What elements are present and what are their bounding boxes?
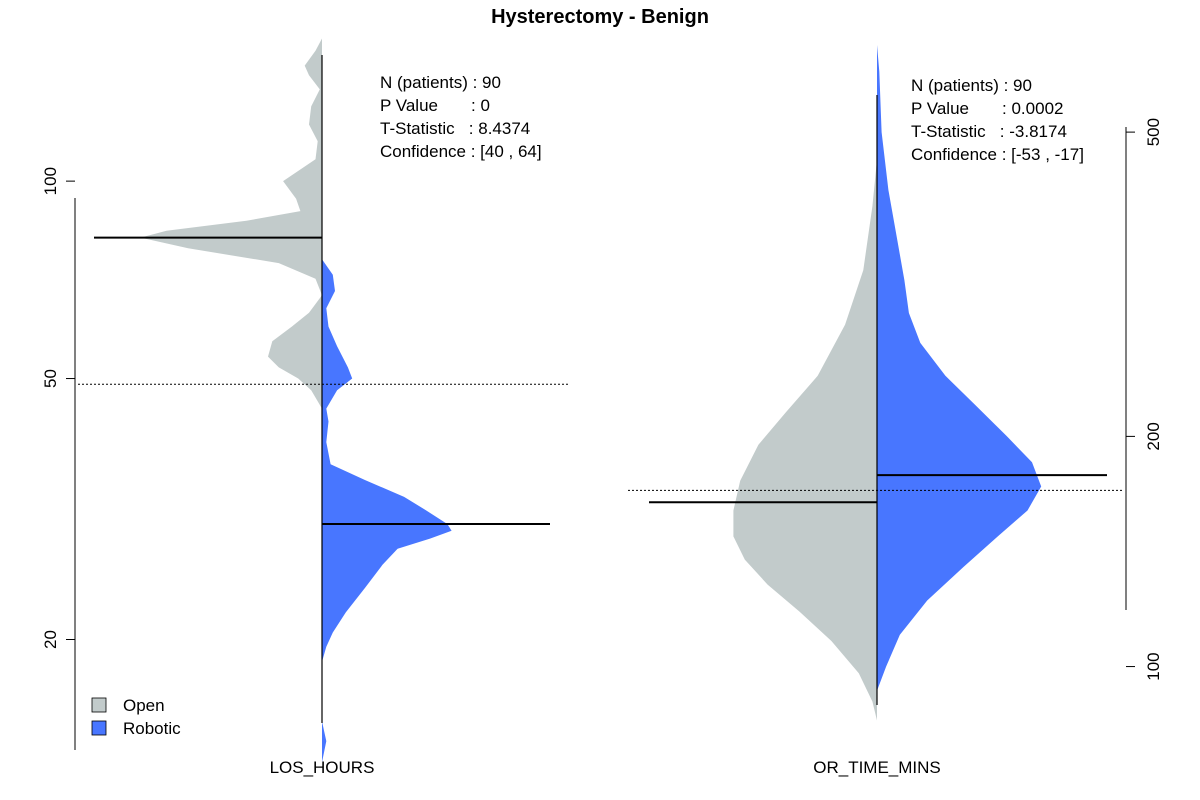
legend-swatch-robotic [91, 720, 107, 736]
stats-line: P Value : 0 [380, 96, 490, 115]
stats-line: N (patients) : 90 [380, 73, 501, 92]
stats-line: Confidence : [40 , 64] [380, 142, 542, 161]
y-tick-label: 50 [41, 369, 60, 388]
y-tick-label: 500 [1144, 118, 1163, 146]
y-tick-label: 100 [41, 167, 60, 195]
x-label-or_time_mins: OR_TIME_MINS [813, 758, 941, 777]
violin-open-los_hours [140, 38, 322, 409]
legend: Open Robotic [91, 696, 181, 738]
stats-line: N (patients) : 90 [911, 76, 1032, 95]
stats-line: T-Statistic : 8.4374 [380, 119, 530, 138]
legend-swatch-open [91, 697, 107, 713]
chart-title: Hysterectomy - Benign [491, 6, 709, 28]
stats-line: Confidence : [-53 , -17] [911, 145, 1084, 164]
stats-text: LOS_HOURS N (patients) : 90 P Value : 0 T-S… [270, 73, 1084, 777]
reference-lines [78, 55, 1124, 723]
legend-label-open: Open [123, 696, 165, 715]
stats-line: T-Statistic : -3.8174 [911, 122, 1067, 141]
violin-robotic-los_hours [322, 259, 452, 763]
x-label-los_hours: LOS_HOURS [270, 758, 375, 777]
legend-label-robotic: Robotic [123, 719, 181, 738]
violin-open-or_time_mins [733, 159, 877, 763]
axes: 20 50 100 100 200 500 [41, 118, 1163, 750]
violin-shapes [140, 38, 1042, 763]
y-tick-label: 20 [41, 630, 60, 649]
stats-line: P Value : 0.0002 [911, 99, 1063, 118]
y-tick-label: 100 [1144, 652, 1163, 680]
violin-robotic-or_time_mins [877, 45, 1042, 691]
y-tick-label: 200 [1144, 422, 1163, 450]
